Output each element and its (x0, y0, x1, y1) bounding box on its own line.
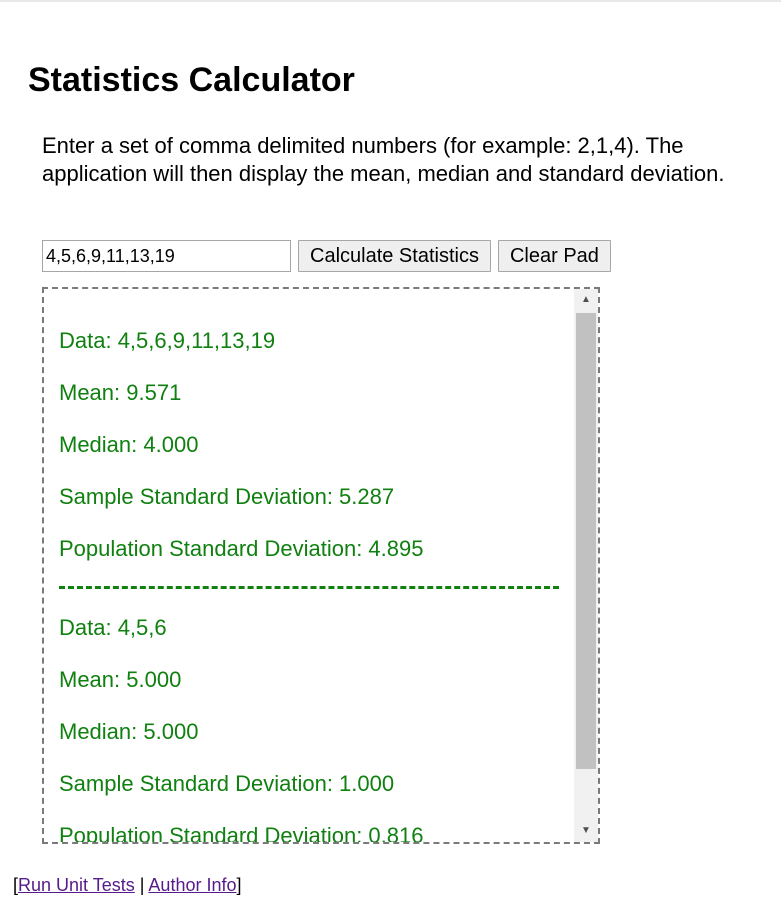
result-median: Median: 5.000 (59, 719, 199, 744)
page-title: Statistics Calculator (28, 61, 355, 99)
footer-open-bracket: [ (13, 875, 19, 895)
result-mean: Mean: 5.000 (59, 667, 182, 692)
input-controls: Calculate Statistics Clear Pad (42, 240, 611, 272)
result-mean: Mean: 9.571 (59, 380, 182, 405)
top-divider (0, 0, 781, 2)
numbers-input[interactable] (42, 240, 291, 272)
result-separator (59, 586, 559, 589)
scrollbar-thumb[interactable] (576, 313, 596, 769)
author-info-link[interactable]: Author Info (148, 875, 237, 895)
scroll-up-arrow-icon[interactable]: ▲ (581, 294, 591, 305)
result-data: Data: 4,5,6 (59, 615, 167, 640)
instructions-text: Enter a set of comma delimited numbers (… (42, 133, 725, 186)
result-sample-sd: Sample Standard Deviation: 5.287 (59, 484, 395, 509)
calculate-statistics-button[interactable]: Calculate Statistics (298, 240, 491, 272)
scroll-down-arrow-icon[interactable]: ▼ (581, 825, 591, 836)
result-data: Data: 4,5,6,9,11,13,19 (59, 328, 276, 353)
results-pad[interactable]: Data: 4,5,6,9,11,13,19 Mean: 9.571 Media… (42, 287, 600, 844)
result-population-sd: Population Standard Deviation: 4.895 (59, 536, 424, 561)
footer-links: [Run Unit Tests | Author Info] (13, 874, 242, 896)
result-population-sd: Population Standard Deviation: 0.816 (59, 823, 424, 844)
footer-divider: | (134, 875, 149, 895)
run-unit-tests-link[interactable]: Run Unit Tests (18, 875, 135, 895)
pad-scrollbar[interactable]: ▲ ▼ (574, 289, 598, 842)
result-median: Median: 4.000 (59, 432, 199, 457)
clear-pad-button[interactable]: Clear Pad (497, 240, 611, 272)
footer-close-bracket: ] (236, 875, 242, 895)
result-sample-sd: Sample Standard Deviation: 1.000 (59, 771, 395, 796)
